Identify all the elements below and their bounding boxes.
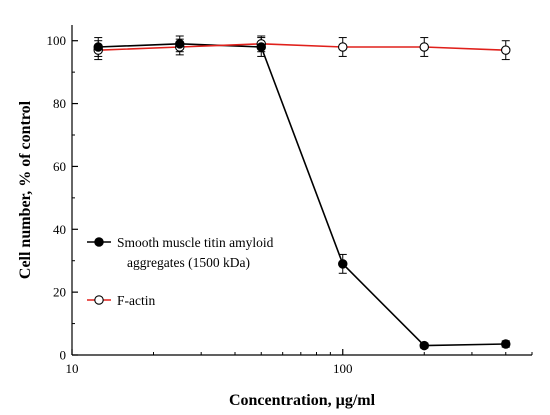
data-point bbox=[93, 42, 103, 52]
series-1 bbox=[94, 35, 510, 349]
data-point bbox=[419, 42, 430, 52]
legend-label: F-actin bbox=[117, 293, 155, 308]
y-tick-label: 40 bbox=[53, 222, 66, 237]
y-tick-label: 80 bbox=[53, 96, 66, 111]
x-tick-label: 10 bbox=[66, 361, 79, 376]
data-point bbox=[338, 259, 348, 269]
data-point bbox=[501, 45, 511, 55]
series-2 bbox=[94, 35, 510, 61]
data-point bbox=[338, 42, 348, 52]
legend-label: aggregates (1500 kDa) bbox=[127, 255, 250, 270]
plot-area bbox=[71, 25, 532, 356]
data-point bbox=[501, 339, 511, 349]
series-layer bbox=[93, 35, 511, 351]
legend-marker bbox=[94, 237, 104, 247]
x-axis-title: Concentration, µg/ml bbox=[229, 392, 376, 409]
x-axis-ticks: 10 100 bbox=[66, 349, 533, 376]
y-tick-label: 20 bbox=[53, 285, 66, 300]
data-point bbox=[256, 42, 266, 52]
series-line bbox=[98, 43, 506, 347]
series-markers bbox=[93, 39, 511, 55]
series-line bbox=[98, 43, 506, 51]
y-tick-label: 100 bbox=[47, 33, 67, 48]
y-tick-label: 0 bbox=[60, 348, 67, 363]
data-point bbox=[419, 340, 430, 351]
data-point bbox=[174, 39, 185, 49]
x-tick-label: 100 bbox=[333, 361, 353, 376]
y-tick-label: 60 bbox=[53, 159, 66, 174]
legend-label: Smooth muscle titin amyloid bbox=[117, 235, 274, 250]
y-axis-ticks: 0 20 40 60 80 100 bbox=[47, 33, 78, 363]
y-axis-title: Cell number, % of control bbox=[17, 100, 34, 279]
legend-marker bbox=[94, 295, 104, 305]
legend: Smooth muscle titin amyloid aggregates (1… bbox=[87, 235, 274, 308]
series-markers bbox=[93, 39, 511, 351]
